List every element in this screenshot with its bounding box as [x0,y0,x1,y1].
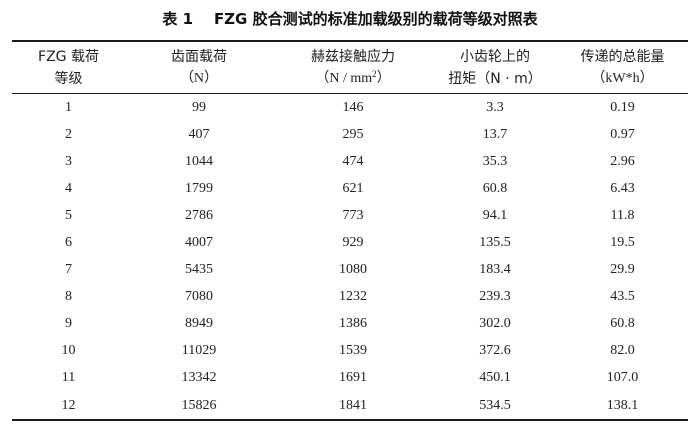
cell-hertz-stress: 1080 [339,262,367,278]
cell-tooth-load: 2786 [185,207,213,223]
header-hertz-stress-unit: （N / mm [315,71,373,86]
table-row: 4 1799 621 60.8 6.43 [12,175,688,202]
cell-pinion-torque: 302.0 [479,316,511,332]
cell-pinion-torque: 183.4 [479,262,511,278]
cell-total-energy: 11.8 [610,207,635,223]
cell-total-energy: 6.43 [610,180,635,196]
header-pinion-torque: 小齿轮上的 扭矩（N · m） [433,43,557,93]
table-row: 9 8949 1386 302.0 60.8 [12,311,688,338]
cell-hertz-stress: 474 [342,153,364,169]
header-hertz-stress: 赫兹接触应力 （N / mm2） [273,43,433,93]
header-total-energy: 传递的总能量 （kW*h） [557,43,688,93]
cell-pinion-torque: 3.3 [486,99,504,115]
cell-hertz-stress: 1386 [339,316,367,332]
table-row: 12 15826 1841 534.5 138.1 [12,392,688,419]
cell-load-stage: 2 [65,126,72,142]
cell-tooth-load: 1799 [185,180,213,196]
header-total-energy-line1: 传递的总能量 [580,49,665,65]
cell-load-stage: 8 [65,289,72,305]
table-caption: 表 1 FZG 胶合测试的标准加载级别的载荷等级对照表 [162,10,538,28]
header-load-stage-line1: FZG 载荷 [38,49,99,65]
cell-load-stage: 5 [65,207,72,223]
cell-load-stage: 9 [65,316,72,332]
cell-tooth-load: 15826 [181,397,217,413]
header-tooth-load-line2: （N） [179,71,219,86]
header-rule [12,93,688,94]
cell-pinion-torque: 239.3 [479,289,511,305]
top-rule [12,40,688,42]
table-row: 6 4007 929 135.5 19.5 [12,229,688,256]
table-header: FZG 载荷 等级 齿面载荷 （N） 赫兹接触应力 （N / mm2） 小齿轮上… [12,43,688,93]
table-row: 8 7080 1232 239.3 43.5 [12,284,688,311]
cell-pinion-torque: 60.8 [482,180,508,196]
cell-total-energy: 29.9 [610,262,635,278]
table-body: 1 99 146 3.3 0.19 2 407 295 13.7 0.97 3 1044 474 35.3… [12,94,688,419]
cell-hertz-stress: 146 [342,99,364,115]
cell-hertz-stress: 1691 [339,370,367,386]
header-tooth-load: 齿面载荷 （N） [125,43,273,93]
cell-load-stage: 1 [65,99,72,115]
cell-tooth-load: 407 [188,126,210,142]
cell-load-stage: 4 [65,180,72,196]
cell-load-stage: 10 [61,343,76,359]
bottom-rule [12,419,688,421]
table-row: 7 5435 1080 183.4 29.9 [12,257,688,284]
cell-total-energy: 107.0 [606,370,639,386]
cell-hertz-stress: 1539 [339,343,367,359]
cell-tooth-load: 11029 [181,343,217,359]
table-row: 5 2786 773 94.1 11.8 [12,202,688,229]
cell-hertz-stress: 1232 [339,289,367,305]
table-row: 11 13342 1691 450.1 107.0 [12,365,688,392]
cell-tooth-load: 99 [192,99,206,115]
header-pinion-torque-line1: 小齿轮上的 [460,49,530,65]
cell-pinion-torque: 135.5 [479,235,511,251]
cell-hertz-stress: 295 [342,126,364,142]
cell-pinion-torque: 534.5 [479,397,511,413]
header-hertz-stress-line1: 赫兹接触应力 [311,49,395,65]
cell-tooth-load: 7080 [185,289,213,305]
cell-total-energy: 82.0 [610,343,635,359]
cell-pinion-torque: 94.1 [482,207,508,223]
table-row: 10 11029 1539 372.6 82.0 [12,338,688,365]
cell-total-energy: 43.5 [610,289,635,305]
cell-tooth-load: 1044 [185,153,213,169]
cell-load-stage: 3 [65,153,72,169]
header-hertz-stress-line2: （N / mm2） [274,68,432,90]
cell-tooth-load: 4007 [185,235,213,251]
cell-load-stage: 11 [61,370,76,386]
table-row: 2 407 295 13.7 0.97 [12,121,688,148]
cell-total-energy: 2.96 [610,153,635,169]
cell-pinion-torque: 450.1 [479,370,511,386]
header-tooth-load-line1: 齿面载荷 [171,49,227,65]
cell-tooth-load: 5435 [185,262,213,278]
cell-hertz-stress: 1841 [339,397,367,413]
cell-hertz-stress: 929 [342,235,364,251]
cell-pinion-torque: 13.7 [482,126,508,142]
header-row: FZG 载荷 等级 齿面载荷 （N） 赫兹接触应力 （N / mm2） 小齿轮上… [12,43,688,93]
cell-load-stage: 6 [65,235,72,251]
cell-pinion-torque: 372.6 [479,343,511,359]
header-load-stage: FZG 载荷 等级 [12,43,125,93]
cell-tooth-load: 13342 [181,370,217,386]
cell-total-energy: 0.19 [610,99,635,115]
cell-load-stage: 7 [65,262,72,278]
cell-total-energy: 0.97 [610,126,635,142]
header-hertz-stress-exponent: 2 [372,69,377,79]
table-row: 3 1044 474 35.3 2.96 [12,148,688,175]
cell-tooth-load: 8949 [185,316,213,332]
table-row: 1 99 146 3.3 0.19 [12,94,688,121]
header-pinion-torque-line2: 扭矩（N · m） [448,71,542,87]
cell-total-energy: 138.1 [606,397,639,413]
cell-hertz-stress: 621 [342,180,364,196]
cell-hertz-stress: 773 [342,207,364,223]
header-total-energy-line2: （kW*h） [591,71,654,86]
cell-total-energy: 60.8 [610,316,635,332]
cell-pinion-torque: 35.3 [482,153,508,169]
cell-total-energy: 19.5 [610,235,635,251]
header-hertz-stress-unit-close: ） [376,71,391,86]
header-load-stage-line2: 等级 [54,71,83,87]
cell-load-stage: 12 [61,397,76,413]
